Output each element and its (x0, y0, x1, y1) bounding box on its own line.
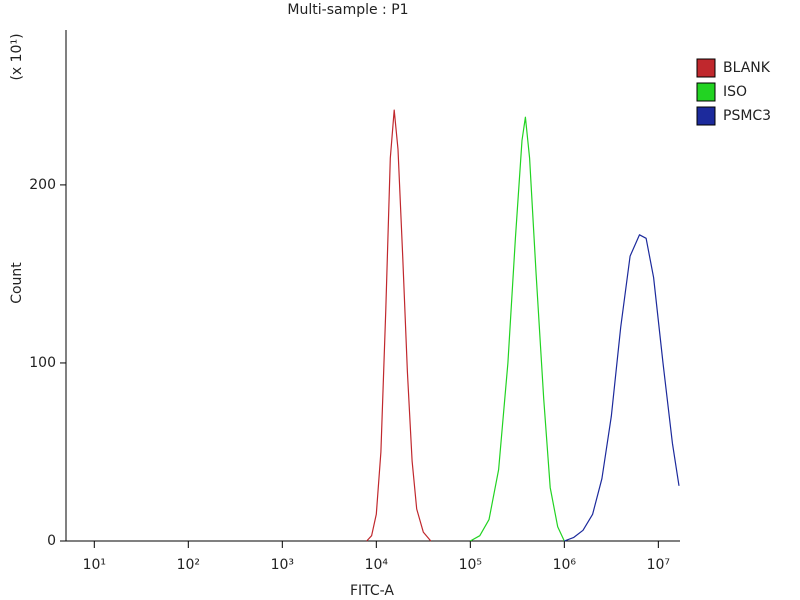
y-tick-label: 200 (29, 177, 56, 193)
chart-title: Multi-sample : P1 (287, 2, 408, 18)
x-tick-label: 10⁴ (365, 557, 389, 573)
x-tick-label: 10¹ (83, 557, 106, 573)
series-line (366, 109, 432, 542)
x-tick-label: 10⁷ (647, 557, 670, 573)
y-tick-label: 0 (47, 533, 56, 549)
x-tick-label: 10² (177, 557, 200, 573)
legend-swatch (696, 82, 716, 102)
x-tick-label: 10⁶ (553, 557, 577, 573)
y-axis-label: Count (9, 262, 25, 304)
series-line (470, 116, 565, 542)
series-line (564, 234, 680, 542)
x-axis-label: FITC-A (350, 583, 394, 599)
x-tick-label: 10⁵ (459, 557, 482, 573)
y-tick-label: 100 (29, 355, 56, 371)
legend-label: ISO (723, 84, 747, 100)
legend-label: BLANK (723, 60, 771, 76)
axis-annotation: (x 10¹) (9, 33, 25, 80)
x-tick-label: 10³ (271, 557, 294, 573)
legend-swatch (696, 106, 716, 126)
legend-label: PSMC3 (723, 108, 771, 124)
legend-swatch (696, 58, 716, 78)
